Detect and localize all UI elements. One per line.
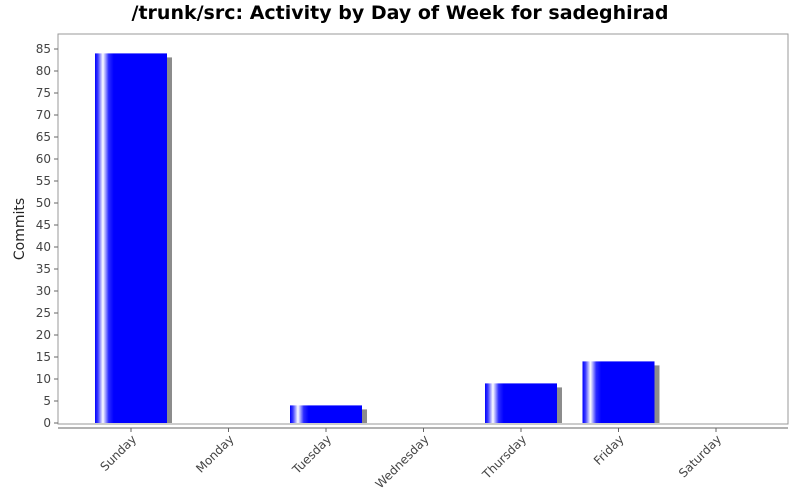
- chart-title: /trunk/src: Activity by Day of Week for …: [131, 2, 669, 24]
- y-tick-label: 40: [36, 240, 51, 254]
- x-tick-label: Tuesday: [289, 432, 334, 477]
- x-axis: Sunday Monday Tuesday Wednesday Thursday Frid…: [58, 427, 788, 491]
- y-tick-label: 70: [36, 108, 51, 122]
- plot-area: [57, 33, 789, 425]
- bar-friday: [582, 361, 655, 423]
- y-tick-label: 55: [36, 174, 51, 188]
- bar-thursday: [485, 383, 557, 423]
- x-tick-label: Friday: [591, 432, 627, 468]
- y-tick-label: 5: [43, 394, 51, 408]
- y-tick-label: 30: [36, 284, 51, 298]
- y-tick-label: 50: [36, 196, 51, 210]
- x-tick-label: Monday: [193, 432, 236, 475]
- y-tick-label: 15: [36, 350, 51, 364]
- y-tick-label: 10: [36, 372, 51, 386]
- y-tick-label: 45: [36, 218, 51, 232]
- x-tick-label: Thursday: [479, 432, 529, 482]
- bars: [95, 53, 660, 424]
- y-tick-label: 65: [36, 130, 51, 144]
- bar-tuesday: [290, 405, 362, 423]
- y-tick-label: 60: [36, 152, 51, 166]
- y-tick-label: 35: [36, 262, 51, 276]
- y-axis-title: Commits: [12, 198, 28, 260]
- x-tick-label: Sunday: [97, 432, 139, 474]
- y-tick-label: 20: [36, 328, 51, 342]
- x-tick-label: Saturday: [676, 432, 724, 480]
- y-tick-label: 85: [36, 42, 51, 56]
- bar-sunday: [95, 53, 167, 424]
- y-tick-label: 25: [36, 306, 51, 320]
- y-tick-label: 80: [36, 64, 51, 78]
- y-axis: 0 5 10 15 20 25 30 35 40 45 50 55 60 65 70 75 80 85: [36, 42, 58, 430]
- y-tick-label: 0: [43, 416, 51, 430]
- y-tick-label: 75: [36, 86, 51, 100]
- x-tick-label: Wednesday: [373, 432, 432, 491]
